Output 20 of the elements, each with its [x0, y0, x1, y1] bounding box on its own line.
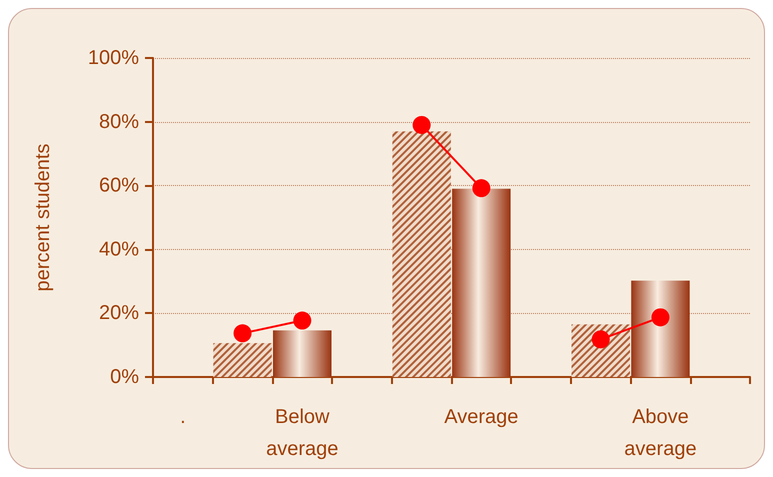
y-tick-label: 20%: [98, 302, 140, 324]
bar: [631, 280, 690, 377]
bar: [452, 188, 511, 377]
point: [234, 324, 252, 342]
y-tick-label: 0%: [110, 366, 140, 388]
y-tick-label: 60%: [98, 174, 140, 197]
bar: [272, 330, 332, 377]
x-tick-label: Above average: [624, 406, 697, 460]
y-tick-label: 40%: [98, 238, 140, 260]
point: [293, 312, 312, 330]
point: [472, 179, 490, 198]
y-tick-label: 100%: [88, 47, 140, 69]
y-axis-title: percent students: [32, 144, 54, 292]
x-tick-label: Average: [444, 406, 518, 428]
y-tick-label: 80%: [98, 110, 140, 133]
point: [651, 308, 670, 326]
x-tick-label: Below average: [266, 406, 338, 460]
x-tick-label: .: [180, 406, 186, 428]
point: [412, 116, 431, 134]
point: [592, 330, 610, 348]
